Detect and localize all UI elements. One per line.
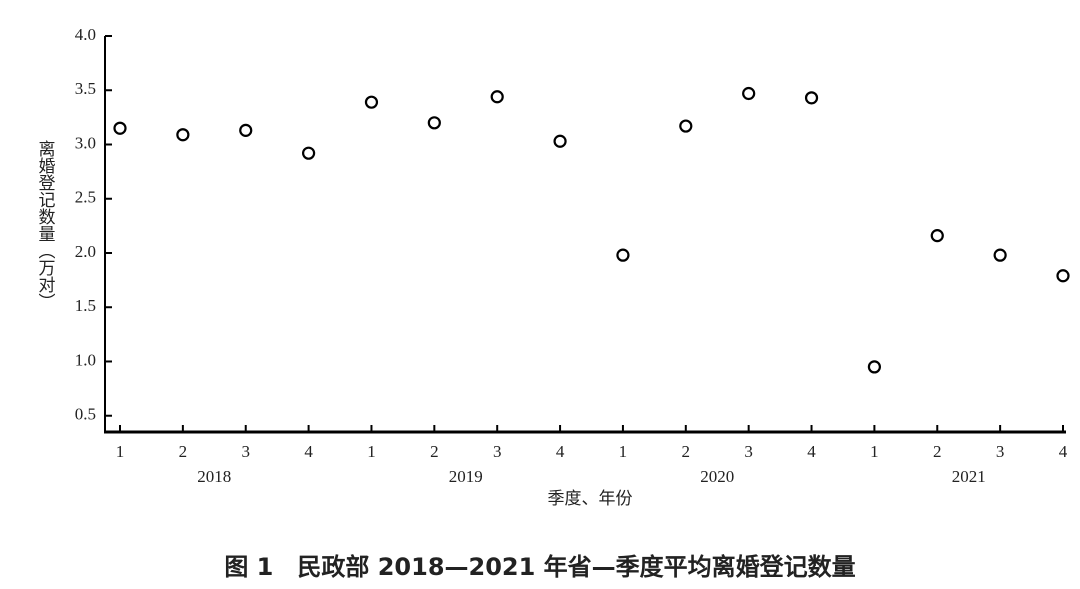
x-tick-label: 2 <box>933 442 942 461</box>
x-tick-label: 2 <box>430 442 439 461</box>
point <box>113 121 127 135</box>
point <box>176 128 190 142</box>
x-tick-label: 3 <box>744 442 753 461</box>
point <box>867 360 882 374</box>
y-tick-label: 3.5 <box>75 79 96 98</box>
y-tick-label: 0.5 <box>75 405 96 424</box>
x-tick-label: 1 <box>619 442 628 461</box>
point <box>364 95 379 109</box>
x-tick-label: 1 <box>367 442 376 461</box>
point <box>804 91 819 105</box>
x-tick-label: 4 <box>304 442 313 461</box>
x-tick-label: 3 <box>996 442 1005 461</box>
point <box>1056 269 1070 283</box>
point <box>302 146 316 160</box>
x-tick-label: 3 <box>493 442 502 461</box>
x-axis-label: 季度、年份 <box>548 489 633 508</box>
x-tick-label: 2 <box>682 442 691 461</box>
x-tick-label: 2 <box>179 442 188 461</box>
point <box>930 229 944 243</box>
point <box>239 123 253 137</box>
y-tick-label: 1.0 <box>75 350 96 369</box>
y-axis-label: 离婚登记数量（万对） <box>36 140 56 310</box>
point <box>427 116 441 130</box>
y-tick-label: 2.5 <box>75 188 96 207</box>
year-label: 2019 <box>449 467 483 486</box>
x-tick-label: 3 <box>241 442 250 461</box>
x-tick-label: 1 <box>116 442 125 461</box>
point <box>742 86 756 101</box>
x-tick-label: 4 <box>556 442 565 461</box>
chart-title: 图 1 民政部 2018—2021 年省—季度平均离婚登记数量 <box>224 553 855 581</box>
y-tick-label: 4.0 <box>75 25 96 44</box>
y-tick-label: 3.0 <box>75 133 96 152</box>
point <box>679 119 693 133</box>
year-label: 2020 <box>700 467 734 486</box>
x-tick-label: 4 <box>807 442 816 461</box>
point <box>490 90 504 104</box>
x-tick-label: 4 <box>1059 442 1068 461</box>
x-tick-label: 1 <box>870 442 879 461</box>
y-tick-label: 2.0 <box>75 242 96 261</box>
point <box>616 248 630 262</box>
year-label: 2018 <box>197 467 231 486</box>
point <box>993 248 1007 262</box>
point <box>553 134 567 148</box>
y-tick-label: 1.5 <box>75 296 96 315</box>
year-label: 2021 <box>952 467 986 486</box>
